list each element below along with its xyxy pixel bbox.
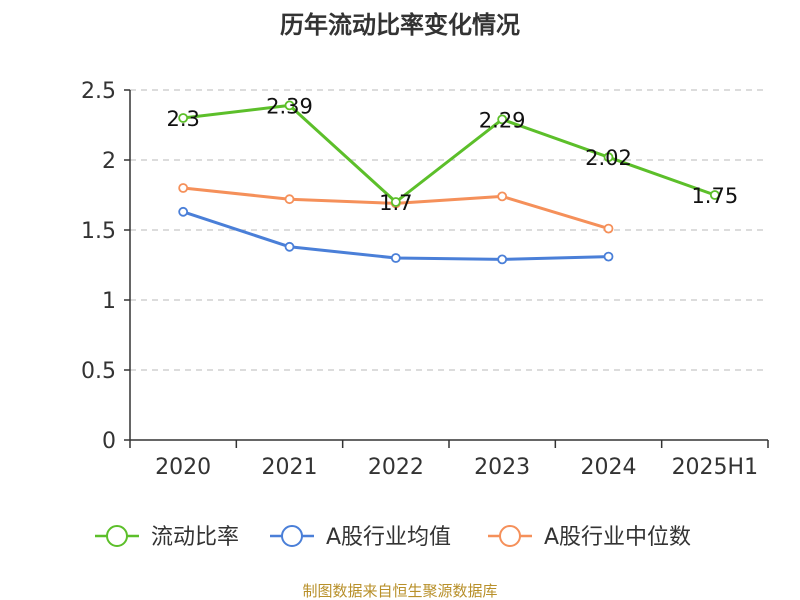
data-point[interactable] bbox=[603, 223, 614, 234]
label-layer: 2.3 2.39 1.7 2.29 2.02 1.75 bbox=[166, 94, 738, 215]
series-layer bbox=[178, 100, 720, 265]
axis-layer: 0 0.5 1 1.5 2 2.5 2020 2021 2022 2023 2024 2025H1 bbox=[81, 79, 769, 480]
y-tick-label: 0 bbox=[102, 429, 116, 454]
chart-title: 历年流动比率变化情况 bbox=[280, 11, 520, 39]
data-point[interactable] bbox=[284, 194, 295, 205]
data-label: 2.29 bbox=[479, 108, 526, 132]
data-point[interactable] bbox=[178, 206, 189, 217]
data-label: 1.75 bbox=[691, 184, 738, 208]
y-tick-label: 2.5 bbox=[81, 79, 116, 104]
y-tick-label: 0.5 bbox=[81, 359, 116, 384]
data-point[interactable] bbox=[284, 100, 295, 111]
data-point[interactable] bbox=[284, 241, 295, 252]
x-tick-label: 2022 bbox=[368, 455, 424, 480]
data-point[interactable] bbox=[497, 254, 508, 265]
y-tick-label: 1.5 bbox=[81, 219, 116, 244]
legend-label[interactable]: 流动比率 bbox=[151, 525, 239, 550]
legend-marker bbox=[106, 525, 128, 547]
legend-marker bbox=[499, 525, 521, 547]
data-point[interactable] bbox=[497, 114, 508, 125]
data-point[interactable] bbox=[178, 183, 189, 193]
legend-marker bbox=[281, 525, 303, 547]
series-line bbox=[181, 103, 717, 204]
data-point[interactable] bbox=[709, 190, 720, 200]
x-tick-label: 2024 bbox=[581, 455, 637, 480]
data-point[interactable] bbox=[497, 191, 508, 202]
source-footer: 制图数据来自恒生聚源数据库 bbox=[302, 582, 497, 600]
legend-label[interactable]: A股行业中位数 bbox=[544, 525, 691, 550]
data-point[interactable] bbox=[603, 251, 614, 262]
data-point[interactable] bbox=[390, 197, 401, 207]
x-tick-label: 2023 bbox=[474, 455, 530, 480]
x-tick-label: 2021 bbox=[262, 455, 318, 480]
y-tick-label: 1 bbox=[102, 289, 116, 314]
data-point[interactable] bbox=[178, 113, 189, 123]
x-tick-label: 2025H1 bbox=[672, 455, 759, 480]
data-point[interactable] bbox=[390, 253, 401, 263]
legend: 流动比率 A股行业均值 A股行业中位数 bbox=[95, 525, 691, 550]
data-label: 1.7 bbox=[379, 191, 412, 215]
data-label: 2.39 bbox=[266, 94, 313, 118]
grid-layer bbox=[130, 89, 768, 371]
data-point[interactable] bbox=[603, 152, 614, 163]
data-label: 2.3 bbox=[166, 107, 199, 131]
data-label: 2.02 bbox=[585, 146, 632, 170]
legend-label[interactable]: A股行业均值 bbox=[326, 525, 451, 550]
series-line bbox=[181, 210, 610, 261]
y-tick-label: 2 bbox=[102, 149, 116, 174]
x-tick-label: 2020 bbox=[155, 455, 211, 480]
